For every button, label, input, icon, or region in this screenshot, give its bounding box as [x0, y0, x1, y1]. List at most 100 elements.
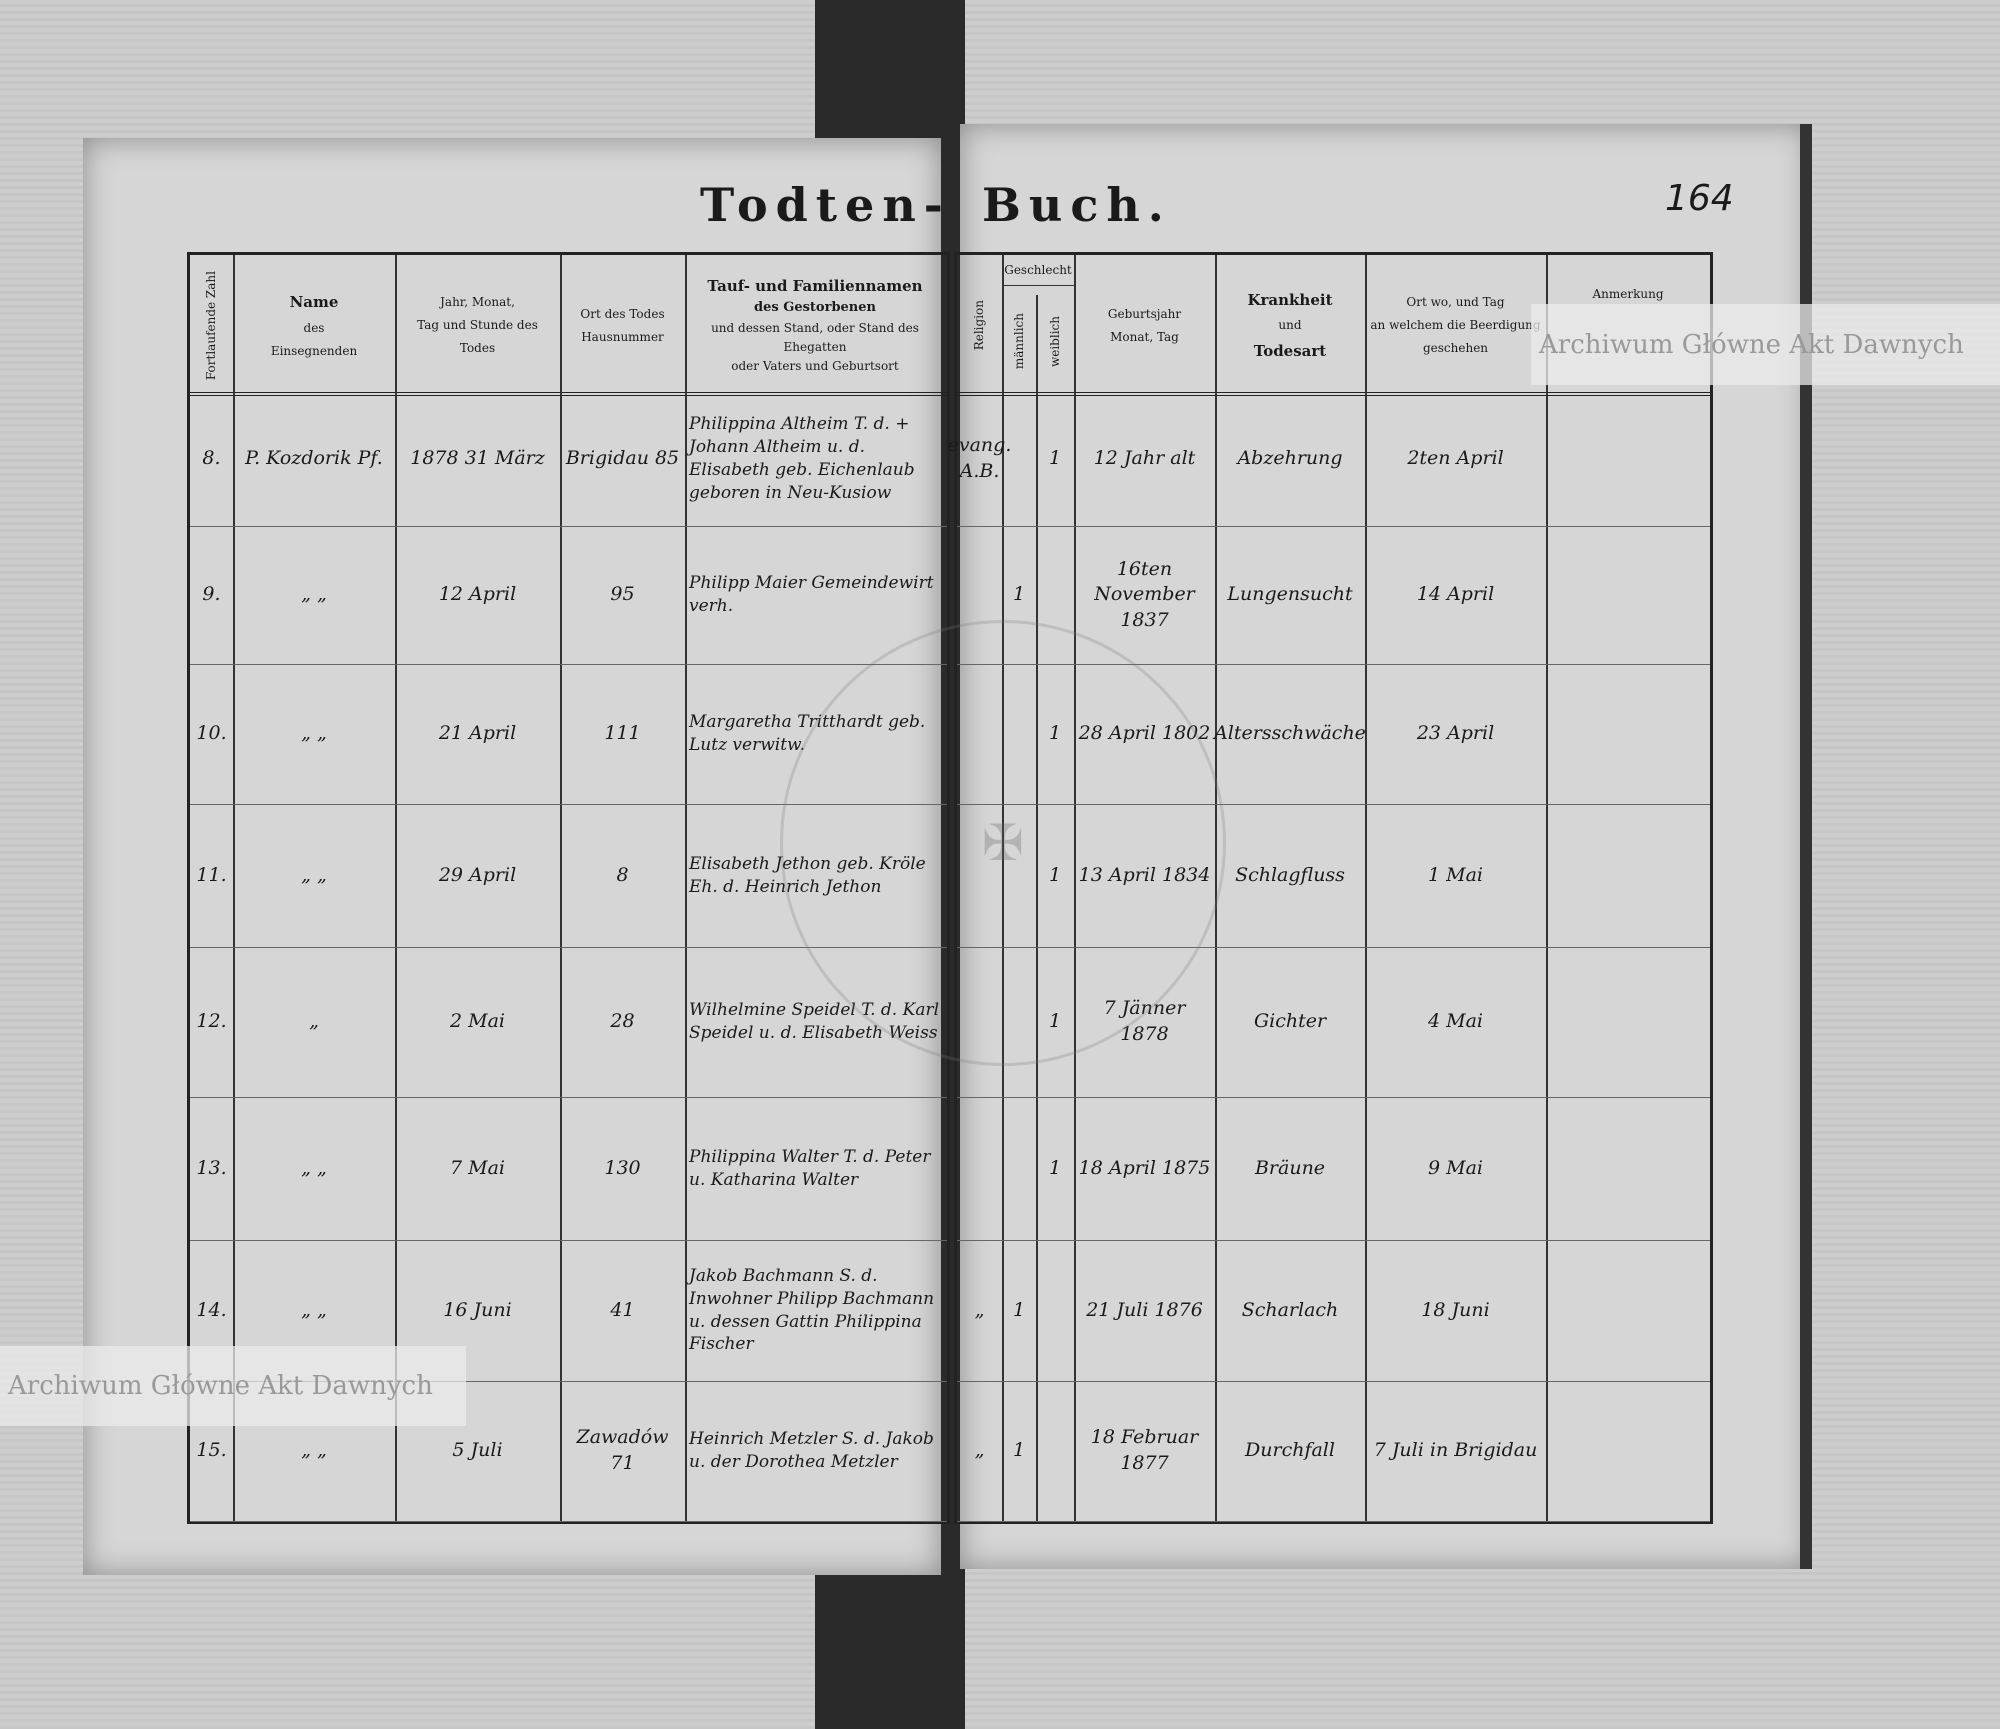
cell-place: Zawadów 71	[576, 1426, 669, 1474]
watermark-top: Archiwum Główne Akt Dawnych	[1531, 304, 2000, 385]
cell-place: 95	[610, 583, 635, 606]
cell-male	[1002, 1097, 1036, 1240]
watermark-bottom: Archiwum Główne Akt Dawnych	[0, 1346, 466, 1426]
cell-date: 7 Mai	[450, 1156, 505, 1179]
table-row: „ 1 18 Februar 1877 Durchfall 7 Juli in Brig…	[957, 1381, 1710, 1522]
cell-date: 12 April	[438, 583, 517, 606]
page-edge	[1800, 124, 1812, 1569]
header-illness2: und	[1278, 318, 1302, 333]
header-name-sub2: Einsegnenden	[270, 343, 358, 358]
header-deceased-3: oder Vaters und Geburtsort	[731, 359, 899, 374]
cell-illness: Altersschwäche	[1214, 722, 1366, 745]
cell-religion: evang. A.B.	[947, 434, 1012, 482]
header-male: männlich	[1011, 313, 1026, 370]
table-row: 1 18 April 1875 Bräune 9 Mai	[957, 1097, 1710, 1241]
cell-female: 1	[1048, 1156, 1062, 1179]
cell-female	[1036, 1240, 1074, 1381]
table-row: 9. „ „ 12 April 95 Philipp Maier Gemeindewir…	[190, 526, 947, 665]
header-date3: Todes	[459, 340, 496, 355]
cell-illness: Schlagfluss	[1235, 863, 1345, 886]
header-place: Ort des Todes	[580, 306, 665, 321]
cell-burial: 14 April	[1416, 583, 1495, 606]
cell-birth: 18 Februar 1877	[1090, 1426, 1199, 1474]
cell-priest: P. Kozdorik Pf.	[245, 447, 383, 470]
header-deceased-2: und dessen Stand, oder Stand des Ehegatt…	[711, 321, 919, 355]
table-row: 8. P. Kozdorik Pf. 1878 31 März Brigidau 85…	[190, 392, 947, 527]
cell-birth: 16ten November 1837	[1094, 557, 1195, 631]
cell-date: 2 Mai	[450, 1010, 505, 1033]
cell-place: 41	[610, 1298, 635, 1321]
table-row: 14. „ „ 16 Juni 41 Jakob Bachmann S. d. Inwo…	[190, 1240, 947, 1382]
title-right: Buch.	[982, 178, 1172, 232]
cell-male: 1	[1012, 1439, 1026, 1462]
cell-date: 16 Juni	[443, 1298, 512, 1321]
cell-illness: Scharlach	[1241, 1298, 1339, 1321]
cell-date: 5 Juli	[452, 1439, 503, 1462]
cell-priest: „	[309, 1010, 319, 1033]
cell-priest: „ „	[301, 1439, 327, 1462]
cell-religion	[957, 1097, 1002, 1240]
cell-deceased: Philipp Maier Gemeindewirt verh.	[689, 573, 934, 616]
cell-place: 130	[604, 1156, 641, 1179]
cell-place: 28	[610, 1010, 635, 1033]
cell-nr: 10.	[196, 722, 227, 745]
cell-deceased: Philippina Altheim T. d. + Johann Althei…	[689, 414, 915, 503]
cell-place: 111	[604, 722, 641, 745]
table-row: 13. „ „ 7 Mai 130 Philippina Walter T. d. Pe…	[190, 1097, 947, 1241]
header-burial2: an welchem die Beerdigung	[1370, 318, 1541, 333]
cell-female: 1	[1048, 447, 1062, 470]
cell-nr: 11.	[196, 863, 227, 886]
cell-nr: 14.	[196, 1298, 227, 1321]
cell-date: 21 April	[438, 722, 517, 745]
cell-nr: 13.	[196, 1156, 227, 1179]
cell-nr: 9.	[202, 583, 221, 606]
archive-stamp: ✠	[780, 620, 1226, 1066]
header-birth: Geburtsjahr	[1107, 306, 1182, 321]
cell-burial: 7 Juli in Brigidau	[1373, 1439, 1538, 1462]
title-left: Todten-	[700, 178, 951, 232]
cell-illness: Abzehrung	[1237, 447, 1343, 470]
cell-illness: Gichter	[1253, 1010, 1327, 1033]
cell-male: 1	[1012, 583, 1026, 606]
table-row: 12. „ 2 Mai 28 Wilhelmine Speidel T. d. Karl…	[190, 947, 947, 1098]
header-burial3: geschehen	[1422, 340, 1489, 355]
cell-burial: 4 Mai	[1428, 1010, 1483, 1033]
header-illness: Krankheit	[1247, 290, 1333, 309]
cell-place: Brigidau 85	[565, 447, 680, 470]
cell-birth: 18 April 1875	[1078, 1156, 1211, 1179]
table-row: „ 1 21 Juli 1876 Scharlach 18 Juni	[957, 1240, 1710, 1382]
cell-priest: „ „	[301, 583, 327, 606]
cell-burial: 23 April	[1416, 722, 1495, 745]
cell-nr: 12.	[196, 1010, 227, 1033]
cell-deceased: Heinrich Metzler S. d. Jakob u. der Doro…	[689, 1429, 934, 1472]
cell-illness: Durchfall	[1245, 1439, 1335, 1462]
header-date2: Tag und Stunde des	[417, 318, 538, 333]
cell-date: 1878 31 März	[410, 447, 545, 470]
cell-burial: 2ten April	[1407, 447, 1504, 470]
cell-religion: „	[974, 1439, 985, 1462]
header-deceased: Tauf- und Familiennamen	[707, 277, 923, 296]
header-burial: Ort wo, und Tag	[1406, 295, 1505, 310]
header-female: weiblich	[1047, 315, 1062, 368]
header-remark: Anmerkung	[1592, 287, 1664, 301]
cell-male	[1002, 392, 1036, 526]
cell-date: 29 April	[438, 863, 517, 886]
header-illness3: Todesart	[1253, 341, 1327, 360]
cell-priest: „ „	[301, 1156, 327, 1179]
table-row: 1 16ten November 1837 Lungensucht 14 April	[957, 526, 1710, 665]
cell-place: 8	[616, 863, 629, 886]
cell-illness: Lungensucht	[1227, 583, 1353, 606]
table-row: 15. „ „ 5 Juli Zawadów 71 Heinrich Metzler S…	[190, 1381, 947, 1522]
cell-deceased: Philippina Walter T. d. Peter u. Kathari…	[689, 1146, 931, 1190]
header-place2: Hausnummer	[581, 329, 664, 344]
cell-priest: „ „	[301, 1298, 327, 1321]
cell-illness: Bräune	[1254, 1156, 1326, 1179]
cell-burial: 18 Juni	[1421, 1298, 1490, 1321]
cell-religion: „	[974, 1298, 985, 1321]
cell-deceased: Jakob Bachmann S. d. Inwohner Philipp Ba…	[689, 1265, 935, 1355]
header-name: Name	[289, 293, 339, 312]
header-nr: Fortlaufende Zahl	[204, 270, 219, 381]
cell-priest: „ „	[301, 863, 327, 886]
cell-female	[1036, 1381, 1074, 1521]
cell-priest: „ „	[301, 722, 327, 745]
